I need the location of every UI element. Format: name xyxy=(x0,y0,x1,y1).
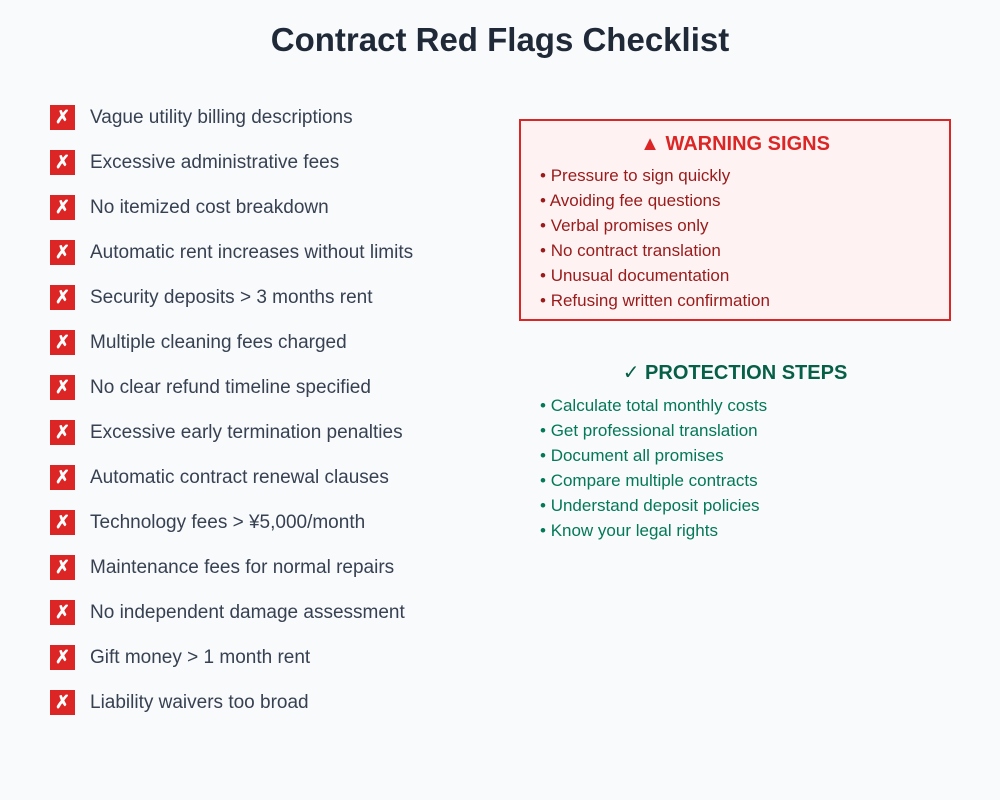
red-flag-item: ✗ Vague utility billing descriptions xyxy=(50,105,413,130)
red-flag-item: ✗ Automatic rent increases without limits xyxy=(50,240,413,265)
protection-item: • Document all promises xyxy=(540,446,724,465)
x-mark-icon: ✗ xyxy=(50,555,75,580)
protection-item: • Calculate total monthly costs xyxy=(540,396,768,415)
red-flag-text: No clear refund timeline specified xyxy=(90,376,371,398)
checkmark-icon: ✓ xyxy=(622,362,640,384)
red-flag-text: Automatic contract renewal clauses xyxy=(90,466,389,488)
warning-item: • Unusual documentation xyxy=(540,266,730,285)
red-flag-item: ✗ Gift money > 1 month rent xyxy=(50,645,413,670)
protection-heading: ✓ PROTECTION STEPS xyxy=(622,362,848,384)
x-mark-icon: ✗ xyxy=(50,285,75,310)
x-mark-icon: ✗ xyxy=(50,510,75,535)
red-flag-text: Liability waivers too broad xyxy=(90,691,309,713)
red-flag-item: ✗ Maintenance fees for normal repairs xyxy=(50,555,413,580)
x-mark-icon: ✗ xyxy=(50,465,75,490)
red-flag-text: Gift money > 1 month rent xyxy=(90,646,311,668)
x-mark-icon: ✗ xyxy=(50,645,75,670)
red-flag-item: ✗ Liability waivers too broad xyxy=(50,690,413,715)
protection-steps-box: ✓ PROTECTION STEPS • Calculate total mon… xyxy=(519,360,951,543)
red-flag-item: ✗ No independent damage assessment xyxy=(50,600,413,625)
red-flag-item: ✗ No clear refund timeline specified xyxy=(50,375,413,400)
red-flag-item: ✗ Technology fees > ¥5,000/month xyxy=(50,510,413,535)
red-flag-text: Technology fees > ¥5,000/month xyxy=(90,511,366,533)
red-flag-text: No itemized cost breakdown xyxy=(90,196,329,218)
warning-item: • No contract translation xyxy=(540,241,721,260)
protection-item: • Understand deposit policies xyxy=(540,496,760,515)
x-mark-icon: ✗ xyxy=(50,420,75,445)
x-mark-icon: ✗ xyxy=(50,690,75,715)
protection-item: • Know your legal rights xyxy=(540,521,718,540)
x-mark-icon: ✗ xyxy=(50,330,75,355)
warning-item: • Pressure to sign quickly xyxy=(540,166,731,185)
red-flag-item: ✗ Security deposits > 3 months rent xyxy=(50,285,413,310)
red-flag-item: ✗ Excessive administrative fees xyxy=(50,150,413,175)
red-flag-text: Security deposits > 3 months rent xyxy=(90,286,373,308)
warning-signs-box: ▲ WARNING SIGNS • Pressure to sign quick… xyxy=(519,119,951,321)
red-flag-item: ✗ No itemized cost breakdown xyxy=(50,195,413,220)
protection-item: • Compare multiple contracts xyxy=(540,471,758,490)
red-flag-text: Automatic rent increases without limits xyxy=(90,241,414,263)
x-mark-icon: ✗ xyxy=(50,195,75,220)
red-flags-list: ✗ Vague utility billing descriptions ✗ Exce… xyxy=(50,105,413,735)
warning-item: • Refusing written confirmation xyxy=(540,291,770,310)
red-flag-text: No independent damage assessment xyxy=(90,601,405,623)
x-mark-icon: ✗ xyxy=(50,600,75,625)
red-flag-text: Vague utility billing descriptions xyxy=(90,106,353,128)
protection-item: • Get professional translation xyxy=(540,421,758,440)
red-flag-item: ✗ Excessive early termination penalties xyxy=(50,420,413,445)
red-flag-text: Excessive early termination penalties xyxy=(90,421,403,443)
red-flag-text: Maintenance fees for normal repairs xyxy=(90,556,395,578)
warning-triangle-icon: ▲ xyxy=(640,133,660,155)
x-mark-icon: ✗ xyxy=(50,240,75,265)
warning-item: • Avoiding fee questions xyxy=(540,191,721,210)
page-title: Contract Red Flags Checklist xyxy=(270,21,730,58)
red-flag-item: ✗ Multiple cleaning fees charged xyxy=(50,330,413,355)
red-flag-item: ✗ Automatic contract renewal clauses xyxy=(50,465,413,490)
x-mark-icon: ✗ xyxy=(50,105,75,130)
warning-item: • Verbal promises only xyxy=(540,216,709,235)
x-mark-icon: ✗ xyxy=(50,150,75,175)
warning-heading: ▲ WARNING SIGNS xyxy=(640,133,830,155)
red-flag-text: Multiple cleaning fees charged xyxy=(90,331,347,353)
x-mark-icon: ✗ xyxy=(50,375,75,400)
red-flag-text: Excessive administrative fees xyxy=(90,151,340,173)
